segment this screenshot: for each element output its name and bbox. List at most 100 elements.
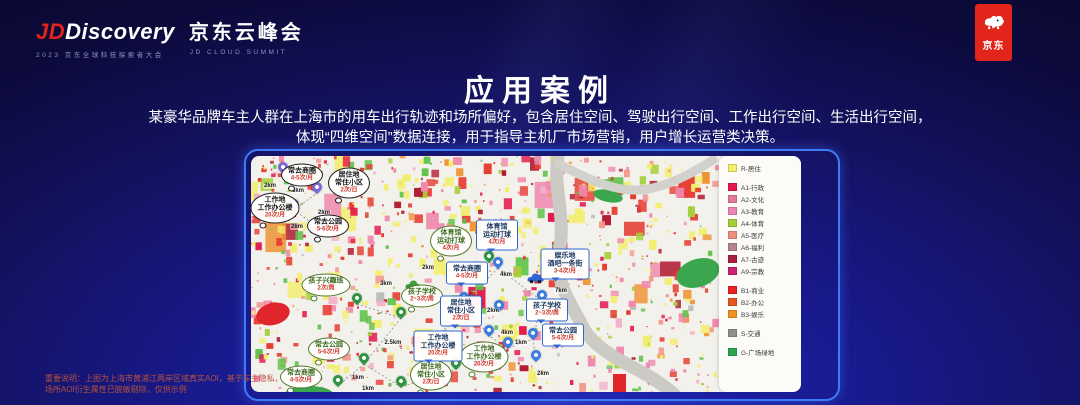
callout-title: 常去公园 xyxy=(315,341,343,349)
callout-frequency: 4-5次/月 xyxy=(289,377,313,384)
callout-frequency: 4-5次/月 xyxy=(290,175,314,182)
legend-swatch xyxy=(728,255,737,263)
map-callout: 常去公园 5-6次/月 xyxy=(308,337,350,366)
legend-item: A4-体育 xyxy=(728,219,801,228)
jd-mascot-icon xyxy=(982,13,1006,35)
legend-label: A3-教育 xyxy=(741,209,765,216)
legend-item: A1-行政 xyxy=(728,183,801,192)
map-callout: 孩子学校 2~3次/周 xyxy=(401,284,443,313)
map-callout: 孩子兴趣班 2次/周 xyxy=(301,273,351,302)
legend-label: B3-娱乐 xyxy=(741,312,765,319)
callout-title: 孩子学校 xyxy=(408,288,436,296)
legend-group: B1-商业 B2-办公 B3-娱乐 xyxy=(728,286,801,319)
red-blob xyxy=(256,302,290,326)
summit-year-line: 2023 京东全球科技探索者大会 xyxy=(36,52,164,59)
callout-title: 居住地 xyxy=(417,364,445,372)
distance-label: 7km xyxy=(553,288,569,294)
page-title: 应用案例 xyxy=(464,75,616,108)
legend-item: B2-办公 xyxy=(728,298,801,307)
callout-frequency: 20次/月 xyxy=(427,350,449,357)
callout-title: 娱乐地 xyxy=(554,252,576,260)
legend-group: G-广场绿地 xyxy=(728,348,801,357)
map-pin-icon xyxy=(393,373,409,389)
map-callout: 体育馆 运动打球 4次/月 xyxy=(430,225,472,262)
legend-swatch xyxy=(728,219,737,227)
map-pin-icon xyxy=(356,350,372,366)
callout-title: 常去公园 xyxy=(549,327,577,335)
legend-label: A6-福利 xyxy=(741,245,765,252)
map-callout: 体育馆 运动打球 4次/月 xyxy=(476,219,518,253)
callout-title: 工作办公楼 xyxy=(257,204,293,212)
map-annotations: 常去商圈 4-5次/月 居住地 常住小区 2次/日 工作地 工作办公楼 20次/月 常去公园 5-… xyxy=(251,156,801,392)
callout-title: 酒吧一条街 xyxy=(547,260,583,268)
distance-label: 2km xyxy=(420,265,436,271)
callout-title: 居住地 xyxy=(450,299,472,307)
callout-title: 工作地 xyxy=(264,196,286,204)
legend-swatch xyxy=(728,207,737,215)
disclaimer-line-2: 场所AOI衍生属性已脱敏剔除，仅供示例 xyxy=(45,385,187,394)
map-pin-icon xyxy=(481,322,497,338)
disclaimer: 重要说明：上图为上海市黄浦江两岸区域真实AOI，基于车主隐私， 场所AOI衍生属… xyxy=(45,373,283,395)
callout-title: 常去公园 xyxy=(314,218,342,226)
jdd-logo-discovery: Discovery xyxy=(65,19,175,44)
callout-frequency: 4次/月 xyxy=(488,239,506,246)
legend-item: A7-古迹 xyxy=(728,255,801,264)
distance-label: 4km xyxy=(498,272,514,278)
park-blob xyxy=(593,189,623,203)
legend-label: G-广场绿地 xyxy=(741,350,775,357)
callout-title: 体育馆 xyxy=(486,223,508,231)
legend-item: A2-文化 xyxy=(728,195,801,204)
distance-label: 1km xyxy=(360,386,376,392)
legend-label: A2-文化 xyxy=(741,197,765,204)
legend-item: B3-娱乐 xyxy=(728,310,801,319)
map-callout: 常去商圈 4-5次/月 xyxy=(280,365,322,392)
legend-label: A1-行政 xyxy=(741,185,765,192)
legend-swatch xyxy=(728,267,737,275)
legend-item: A6-福利 xyxy=(728,243,801,252)
jdd-logo-jd: JD xyxy=(36,19,66,44)
legend-swatch xyxy=(728,231,737,239)
legend-swatch xyxy=(728,310,737,318)
map-panel: 常去商圈 4-5次/月 居住地 常住小区 2次/日 工作地 工作办公楼 20次/月 常去公园 5-… xyxy=(244,149,840,401)
legend-swatch xyxy=(728,183,737,191)
legend-label: A5-医疗 xyxy=(741,233,765,240)
subtitle-line-2: 体现“四维空间”数据连接，用于指导主机厂市场营销，用户增长运营类决策。 xyxy=(295,130,785,146)
legend-group: S-交通 xyxy=(728,329,801,338)
callout-title: 常去商圈 xyxy=(453,265,481,273)
callout-frequency: 2次/日 xyxy=(340,187,358,194)
disclaimer-line-1: 重要说明：上图为上海市黄浦江两岸区域真实AOI，基于车主隐私， xyxy=(45,374,283,383)
map-pin-icon xyxy=(525,325,541,341)
distance-label: 2km xyxy=(262,183,278,189)
legend-label: A9-宗教 xyxy=(741,269,765,276)
map-callout: 常去商圈 4-5次/月 xyxy=(281,163,323,192)
legend-group: R-居住 xyxy=(728,164,801,173)
map-callout: 孩子学校 2~3次/周 xyxy=(526,298,568,324)
legend-swatch xyxy=(728,195,737,203)
callout-frequency: 2次/周 xyxy=(317,285,335,292)
map-pin-icon xyxy=(528,347,544,363)
map-callout: 工作地 工作办公楼 20次/月 xyxy=(251,192,300,229)
callout-frequency: 5-6次/月 xyxy=(316,226,340,233)
jd-brand-badge: 京东 xyxy=(975,4,1012,61)
callout-title: 孩子学校 xyxy=(533,302,561,310)
page-subtitle: 某豪华品牌车主人群在上海市的用车出行轨迹和场所偏好，包含居住空间、驾驶出行空间、… xyxy=(0,108,1080,148)
callout-title: 运动打球 xyxy=(483,231,511,239)
shanghai-aoi-map: 常去商圈 4-5次/月 居住地 常住小区 2次/日 工作地 工作办公楼 20次/月 常去公园 5-… xyxy=(251,156,801,392)
callout-title: 孩子兴趣班 xyxy=(308,277,344,285)
distance-label: 1km xyxy=(350,375,366,381)
map-pin-icon xyxy=(349,290,365,306)
callout-title: 常住小区 xyxy=(335,179,363,187)
callout-frequency: 2~3次/周 xyxy=(535,310,559,317)
legend-swatch xyxy=(728,164,737,172)
legend-swatch xyxy=(728,329,737,337)
legend-label: B2-办公 xyxy=(741,300,765,307)
legend-label: R-居住 xyxy=(741,166,761,173)
river-branch xyxy=(554,156,718,195)
legend: R-居住 A1-行政 A2-文化 A3-教育 A4-体育 A5-医疗 A6-福利 A7-古迹 A… xyxy=(719,156,801,392)
map-callout: 工作地 工作办公楼 20次/月 xyxy=(459,341,509,378)
jd-badge-label: 京东 xyxy=(982,41,1005,52)
legend-item: A5-医疗 xyxy=(728,231,801,240)
